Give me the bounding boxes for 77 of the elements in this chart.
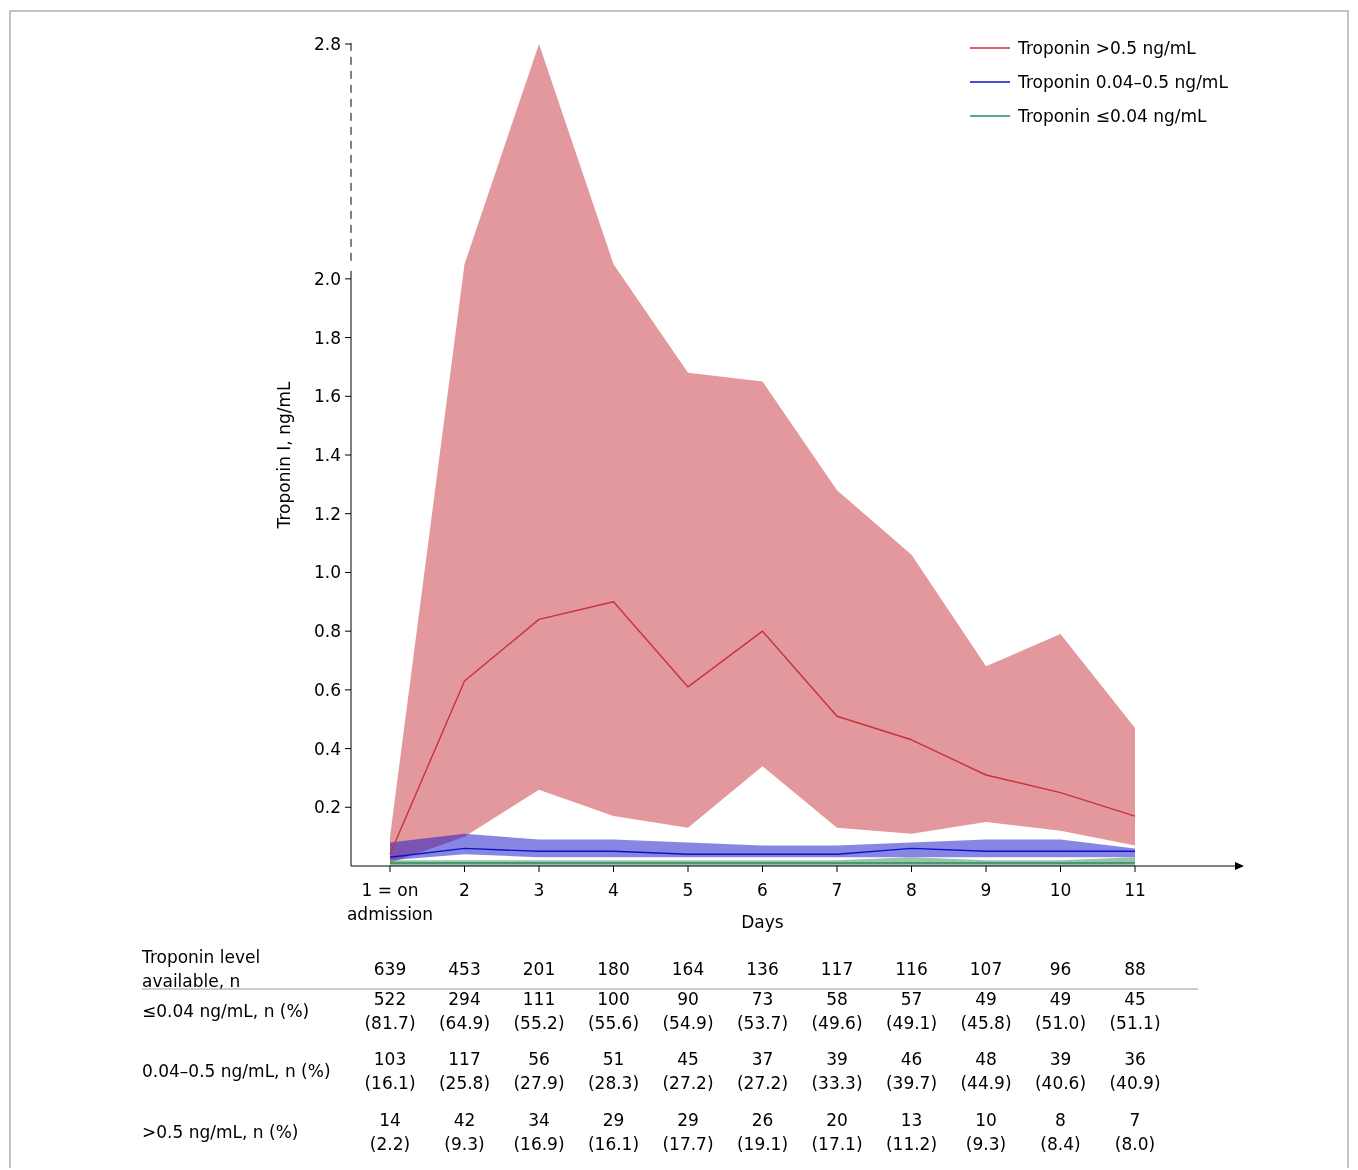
text: 201 bbox=[522, 959, 556, 979]
text: 96 bbox=[1049, 959, 1072, 979]
text: 73 (53.7) bbox=[736, 989, 789, 1033]
text: 56 (27.9) bbox=[513, 1049, 565, 1093]
text: 111 (55.2) bbox=[513, 989, 565, 1033]
text: 88 bbox=[1124, 959, 1146, 979]
text: 42 (9.3) bbox=[444, 1110, 485, 1154]
text: 8 (8.4) bbox=[1040, 1110, 1081, 1154]
text: >0.5 ng/mL, n (%) bbox=[142, 1122, 299, 1142]
text: 29 (16.1) bbox=[587, 1110, 640, 1154]
text: 294 (64.9) bbox=[438, 989, 491, 1033]
text: 36 (40.9) bbox=[1109, 1049, 1161, 1093]
y-tick-label: 0.2 bbox=[313, 797, 341, 818]
text: 107 bbox=[969, 959, 1003, 979]
x-tick-label: 4 bbox=[608, 880, 619, 900]
legend-label: Troponin ≤0.04 ng/mL bbox=[1017, 105, 1208, 126]
text: 164 bbox=[671, 959, 705, 979]
x-tick-label: 3 bbox=[533, 880, 545, 900]
text: 58 (49.6) bbox=[811, 989, 863, 1033]
y-tick-label: 1.0 bbox=[313, 562, 341, 583]
legend-label: Troponin >0.5 ng/mL bbox=[1017, 37, 1197, 58]
x-tick-label: 8 bbox=[906, 880, 917, 900]
y-axis-title: Troponin I, ng/mL bbox=[274, 381, 294, 530]
x-tick-label: 11 bbox=[1124, 880, 1146, 900]
x-tick-label: 10 bbox=[1049, 880, 1072, 900]
text: 39 (33.3) bbox=[811, 1049, 863, 1093]
text: 45 (51.1) bbox=[1109, 989, 1161, 1033]
line-series bbox=[389, 847, 1136, 858]
text: ≤0.04 ng/mL, n (%) bbox=[142, 1001, 310, 1021]
text: 180 bbox=[597, 959, 630, 979]
x-tick-label: 6 bbox=[757, 880, 768, 900]
text: 7 (8.0) bbox=[1114, 1110, 1156, 1154]
text: 37 (27.2) bbox=[736, 1049, 789, 1093]
text: 45 (27.2) bbox=[662, 1049, 714, 1093]
text: 136 bbox=[746, 959, 779, 979]
legend-label: Troponin 0.04–0.5 ng/mL bbox=[1017, 71, 1229, 92]
text: 49 (45.8) bbox=[960, 989, 1012, 1033]
text: 639 bbox=[373, 959, 407, 979]
x-tick-label: 1 = on admission bbox=[346, 880, 434, 924]
text: 49 (51.0) bbox=[1034, 989, 1087, 1033]
text: 116 bbox=[895, 959, 928, 979]
y-tick-label: 0.4 bbox=[313, 738, 341, 759]
x-tick-label: 2 bbox=[459, 880, 470, 900]
y-tick-label: 0.8 bbox=[313, 621, 341, 642]
x-tick-label: 5 bbox=[682, 880, 694, 900]
text: 51 (28.3) bbox=[587, 1049, 640, 1093]
text: 57 (49.1) bbox=[885, 989, 938, 1033]
text: 117 (25.8) bbox=[438, 1049, 491, 1093]
y-tick-label: 1.6 bbox=[313, 386, 341, 407]
text: Troponin level available, n bbox=[141, 947, 261, 991]
text: 10 (9.3) bbox=[965, 1110, 1007, 1154]
text: 39 (40.6) bbox=[1034, 1049, 1087, 1093]
y-tick-label: 0.6 bbox=[313, 679, 341, 700]
text: 117 bbox=[820, 959, 854, 979]
y-tick-label: 1.4 bbox=[313, 444, 341, 465]
text: 453 bbox=[448, 959, 481, 979]
x-axis-title: Days bbox=[741, 912, 784, 932]
text: 34 (16.9) bbox=[513, 1110, 565, 1154]
x-tick-label: 7 bbox=[831, 880, 843, 900]
text: 20 (17.1) bbox=[811, 1110, 863, 1154]
text: 0.04–0.5 ng/mL, n (%) bbox=[142, 1061, 331, 1081]
y-tick-label: 1.8 bbox=[313, 327, 341, 348]
y-tick-label: 1.2 bbox=[313, 503, 341, 524]
text: 103 (16.1) bbox=[364, 1049, 416, 1093]
text: 13 (11.2) bbox=[885, 1110, 938, 1154]
text: 100 (55.6) bbox=[587, 989, 640, 1033]
text: 29 (17.7) bbox=[662, 1110, 714, 1154]
text: 26 (19.1) bbox=[736, 1110, 789, 1154]
text: 48 (44.9) bbox=[960, 1049, 1012, 1093]
y-tick-label: 2.0 bbox=[313, 268, 341, 289]
text: 14 (2.2) bbox=[369, 1110, 411, 1154]
x-tick-label: 9 bbox=[980, 880, 992, 900]
line-series bbox=[389, 601, 1136, 855]
text: 46 (39.7) bbox=[885, 1049, 938, 1093]
text: 522 (81.7) bbox=[364, 989, 416, 1033]
text: 90 (54.9) bbox=[662, 989, 714, 1033]
y-tick-label: 2.8 bbox=[313, 33, 341, 54]
